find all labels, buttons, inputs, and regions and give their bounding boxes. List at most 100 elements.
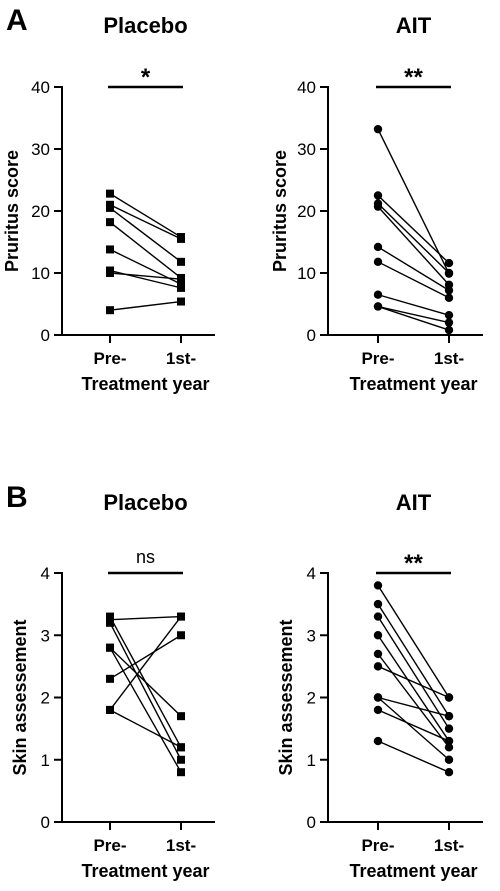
y-tick-label: 0: [41, 813, 50, 832]
pair-line: [377, 194, 450, 264]
data-point-circle: [444, 286, 454, 295]
x-tick-label: 1st-: [434, 836, 464, 855]
chart-3: Placebo ns 0 1 2 3 4 Pre- 1st- Treatment year Skin…: [10, 490, 215, 881]
x-axis-label: Treatment year: [349, 861, 477, 881]
data-point-square: [106, 218, 114, 227]
y-tick-label: 2: [307, 689, 316, 708]
panel-label-a: A: [6, 4, 28, 37]
data-point-circle: [444, 755, 454, 764]
data-point-circle: [373, 693, 383, 702]
pair-line: [377, 603, 450, 717]
data-point-square: [106, 674, 114, 683]
pair-line: [377, 305, 450, 331]
x-tick-label: Pre-: [93, 349, 126, 368]
chart-title: Placebo: [103, 13, 187, 38]
y-tick-label: 20: [31, 202, 50, 221]
data-point-circle: [373, 599, 383, 609]
pair-line: [377, 585, 450, 698]
pair-line: [377, 261, 450, 299]
data-point-circle: [444, 736, 454, 746]
chart-title: AIT: [396, 13, 432, 38]
pair-line: [109, 272, 182, 280]
chart-2: AIT ** 0 10 20 30 40 Pre- 1st- Treatment year Prur…: [270, 13, 483, 394]
y-tick-label: 4: [307, 564, 316, 583]
data-point-circle: [373, 705, 383, 715]
y-tick-label: 3: [41, 626, 50, 645]
y-axis-label: Pruritus score: [270, 150, 290, 272]
pair-line: [377, 206, 450, 286]
data-point-square: [106, 306, 114, 315]
pair-line: [109, 622, 182, 761]
pair-line: [109, 207, 182, 263]
chart-title: AIT: [396, 490, 432, 515]
pair-line: [109, 300, 182, 311]
y-tick-label: 30: [297, 140, 316, 159]
data-point-circle: [444, 310, 454, 320]
x-tick-label: 1st-: [166, 349, 196, 368]
y-tick-label: 1: [41, 751, 50, 770]
data-point-circle: [444, 743, 454, 752]
data-point-square: [106, 269, 114, 277]
data-point-square: [106, 705, 114, 714]
data-point-square: [177, 612, 185, 621]
data-point-circle: [373, 242, 383, 252]
y-tick-label: 40: [297, 78, 316, 97]
significance-label: **: [404, 550, 423, 577]
x-tick-label: 1st-: [166, 836, 196, 855]
pair-line: [377, 740, 450, 773]
chart-4: AIT ** 0 1 2 3 4 Pre- 1st- Treatment year Skin ass…: [276, 490, 483, 881]
data-point-square: [106, 203, 114, 212]
data-point-square: [106, 189, 114, 198]
data-point-circle: [373, 631, 383, 640]
x-axis-label: Treatment year: [81, 374, 209, 394]
y-axis-label: Skin assessement: [10, 619, 30, 775]
data-point-square: [106, 618, 114, 627]
data-point-square: [106, 245, 114, 254]
data-point-square: [177, 631, 185, 640]
pair-line: [109, 616, 182, 711]
y-axis-label: Pruritus score: [2, 150, 22, 272]
pair-line: [109, 709, 182, 748]
x-axis-label: Treatment year: [349, 374, 477, 394]
pair-line: [109, 193, 182, 238]
pair-line: [377, 653, 450, 748]
y-tick-label: 4: [41, 564, 50, 583]
data-point-circle: [373, 202, 383, 211]
data-point-square: [177, 234, 185, 243]
pair-line: [109, 647, 182, 717]
data-point-square: [106, 643, 114, 652]
y-tick-label: 1: [307, 751, 316, 770]
chart-1: Placebo * 0 10 20 30 40 Pre- 1st- Treatment year P…: [2, 13, 215, 394]
data-point-circle: [373, 736, 383, 746]
data-point-circle: [444, 268, 454, 278]
data-point-square: [177, 297, 185, 306]
data-point-circle: [444, 693, 454, 702]
pair-line: [109, 634, 182, 680]
data-point-square: [177, 768, 185, 777]
data-point-circle: [373, 581, 383, 590]
pair-line: [109, 204, 182, 240]
pair-line: [109, 615, 182, 621]
pair-line: [109, 221, 182, 279]
data-point-circle: [444, 724, 454, 733]
x-tick-label: 1st-: [434, 349, 464, 368]
y-tick-label: 0: [307, 813, 316, 832]
pair-line: [377, 696, 450, 717]
y-axis-label: Skin assessement: [276, 619, 296, 775]
data-point-circle: [444, 293, 454, 302]
pair-line: [377, 616, 450, 729]
data-point-square: [177, 257, 185, 266]
data-point-circle: [373, 257, 383, 267]
data-point-circle: [444, 711, 454, 721]
data-point-circle: [444, 325, 454, 335]
pair-line: [377, 203, 450, 274]
x-tick-label: Pre-: [361, 836, 394, 855]
y-tick-label: 3: [307, 626, 316, 645]
y-tick-label: 30: [31, 140, 50, 159]
y-tick-label: 0: [307, 326, 316, 345]
data-point-circle: [373, 302, 383, 311]
data-point-circle: [373, 649, 383, 659]
y-tick-label: 0: [41, 326, 50, 345]
pair-line: [377, 128, 450, 274]
